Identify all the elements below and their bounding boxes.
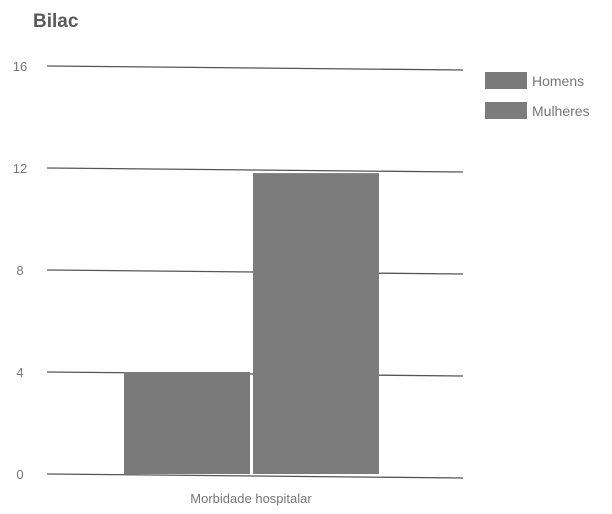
bars: [124, 173, 379, 474]
legend-label-mulheres: Mulheres: [532, 103, 590, 119]
y-tick-label-12: 12: [13, 161, 27, 176]
gridline-12: [46, 167, 464, 173]
x-tick-label: Morbidade hospitalar: [190, 491, 312, 506]
gridline-0: [46, 473, 464, 479]
legend-label-homens: Homens: [532, 73, 584, 89]
y-tick-label-8: 8: [16, 263, 23, 278]
legend-swatch-mulheres: [485, 102, 527, 119]
legend-swatch-homens: [485, 72, 527, 89]
gridline-16: [46, 65, 464, 71]
bar-homens: [124, 372, 250, 474]
y-tick-label-16: 16: [13, 59, 27, 74]
y-tick-label-4: 4: [16, 365, 23, 380]
y-axis-ticks: 0 4 8 12 16: [13, 59, 27, 482]
legend: Homens Mulheres: [485, 72, 590, 119]
chart-title: Bilac: [33, 11, 79, 32]
y-tick-label-0: 0: [16, 467, 23, 482]
x-axis-ticks: Morbidade hospitalar: [190, 491, 312, 506]
bar-mulheres: [253, 173, 379, 474]
